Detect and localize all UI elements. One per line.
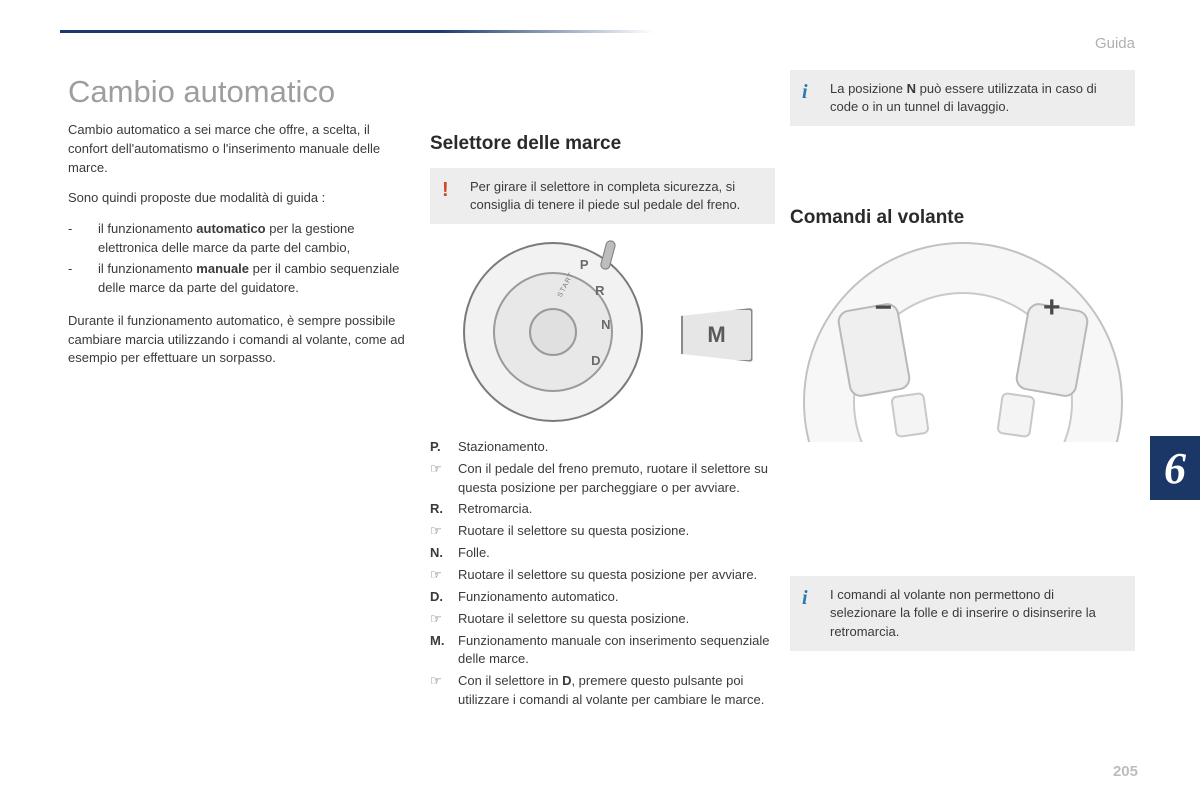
- warning-callout: ! Per girare il selettore in completa si…: [430, 168, 775, 224]
- plus-sign: +: [1043, 286, 1061, 330]
- list-item: - il funzionamento manuale per il cambio…: [68, 260, 413, 298]
- note-text: Durante il funzionamento automatico, è s…: [68, 312, 413, 369]
- dial-center: [529, 308, 577, 356]
- dial-letter-d: D: [591, 352, 600, 371]
- warning-icon: !: [442, 176, 449, 204]
- dial-letter-n: N: [601, 316, 610, 335]
- modes-intro: Sono quindi proposte due modalità di gui…: [68, 189, 413, 208]
- warning-text: Per girare il selettore in completa sicu…: [470, 179, 740, 212]
- dial-outer: START P R N D: [463, 242, 643, 422]
- gear-selector-diagram: START P R N D M: [453, 238, 753, 428]
- wheel-button-left: [890, 392, 930, 438]
- page-number: 205: [1113, 763, 1138, 780]
- column-wheel: i La posizione N può essere utilizzata i…: [790, 70, 1135, 665]
- section-number-tab: 6: [1150, 436, 1200, 500]
- list-item: - il funzionamento automatico per la ges…: [68, 220, 413, 258]
- wheel-heading: Comandi al volante: [790, 204, 1135, 232]
- info-callout-bottom: i I comandi al volante non permettono di…: [790, 576, 1135, 651]
- page-title: Cambio automatico: [68, 70, 413, 115]
- modes-list: - il funzionamento automatico per la ges…: [68, 220, 413, 297]
- steering-wheel-diagram: − +: [798, 242, 1128, 442]
- definitions-list: P.Stazionamento. ☞Con il pedale del fren…: [430, 438, 775, 710]
- column-selector: Selettore delle marce ! Per girare il se…: [430, 70, 775, 713]
- dial-letter-r: R: [595, 282, 604, 301]
- selector-heading: Selettore delle marce: [430, 130, 775, 158]
- dial-letter-p: P: [580, 256, 589, 275]
- info-icon: i: [802, 78, 808, 106]
- header-accent-bar: [60, 30, 1140, 33]
- wheel-button-right: [996, 392, 1036, 438]
- m-button: M: [681, 308, 753, 362]
- dial-knob: [599, 239, 616, 271]
- intro-text: Cambio automatico a sei marce che offre,…: [68, 121, 413, 178]
- info-callout-top: i La posizione N può essere utilizzata i…: [790, 70, 1135, 126]
- info-icon: i: [802, 584, 808, 612]
- info-text: I comandi al volante non permettono di s…: [830, 587, 1096, 638]
- minus-sign: −: [875, 286, 893, 330]
- header-category: Guida: [1095, 35, 1135, 52]
- info-text: La posizione N può essere utilizzata in …: [830, 81, 1097, 114]
- column-intro: Cambio automatico Cambio automatico a se…: [68, 70, 413, 380]
